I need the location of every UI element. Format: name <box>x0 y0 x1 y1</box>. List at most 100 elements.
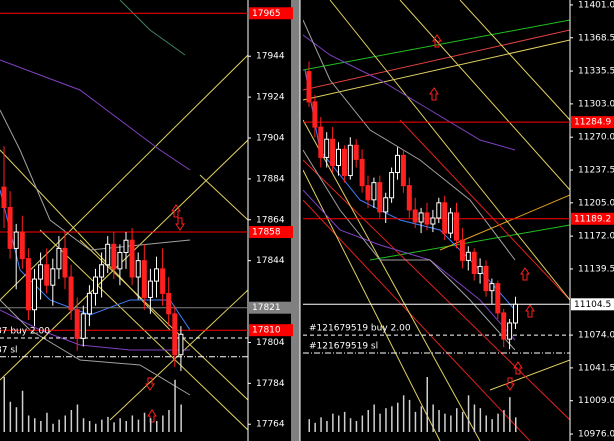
y-tick-label: 17784 <box>256 379 285 389</box>
band-line <box>0 299 191 396</box>
volume-bar <box>46 412 48 432</box>
fan-line <box>329 0 570 301</box>
ma-line <box>0 309 190 351</box>
level-label: 11104.5 <box>574 300 611 310</box>
volume-bar <box>119 418 121 432</box>
volume-bar <box>88 421 91 432</box>
volume-bar <box>461 411 464 432</box>
candle-body <box>359 158 365 187</box>
candle-body <box>477 265 483 275</box>
candle-body <box>123 239 129 253</box>
y-tick-label: 11401.0 <box>578 0 614 10</box>
level-label: 11284.9 <box>574 118 611 128</box>
candle-body <box>56 247 62 270</box>
y-tick-label: 17924 <box>256 93 285 103</box>
level-tag <box>249 7 293 20</box>
candle-body <box>395 154 400 174</box>
candle-body <box>377 182 383 213</box>
volume-bar <box>373 404 375 432</box>
ma-line <box>303 34 516 151</box>
volume-bar <box>361 415 364 432</box>
candle-body <box>1 186 7 209</box>
volume-bar <box>320 417 322 432</box>
candle-body <box>336 148 341 166</box>
ma-line <box>303 189 516 341</box>
candle-body <box>418 212 424 223</box>
candle-body <box>454 212 459 241</box>
volume-bar <box>3 377 5 432</box>
volume-bar <box>444 413 446 432</box>
candle-body <box>306 71 312 103</box>
candle-body <box>68 276 74 311</box>
candle-body <box>501 312 507 340</box>
level-label: 11189.2 <box>574 214 611 224</box>
volume-bar <box>156 421 158 432</box>
arrow-marker <box>429 34 535 391</box>
y-tick-label: 10976.0 <box>578 430 614 440</box>
volume-bar <box>467 395 470 432</box>
candle-body <box>400 154 406 187</box>
candle-body <box>32 278 37 311</box>
volume-bar <box>174 379 176 432</box>
volume-bar <box>379 413 381 432</box>
volume-bar <box>343 411 346 432</box>
y-tick-label: 17864 <box>256 215 285 225</box>
volume-bar <box>426 377 428 432</box>
trendline <box>0 54 248 301</box>
volume-bar <box>82 418 85 432</box>
candle-body <box>424 212 430 225</box>
volume-bar <box>473 404 476 432</box>
band-line <box>0 109 191 251</box>
level-label: 17965 <box>252 9 281 19</box>
volume-bar <box>349 418 352 432</box>
volume-bar <box>414 411 417 432</box>
volume-bar <box>180 404 182 432</box>
candle-body <box>135 260 141 278</box>
candle-body <box>19 231 25 260</box>
y-tick-label: 17804 <box>256 338 285 348</box>
trendline <box>369 224 570 261</box>
level-tag <box>571 298 614 311</box>
level-tag <box>249 324 293 337</box>
candle-body <box>105 243 111 266</box>
volume-bar <box>402 395 405 432</box>
candle-body <box>178 333 184 356</box>
arrow-marker <box>145 204 185 423</box>
candle-body <box>341 148 347 177</box>
level-tag <box>571 212 614 225</box>
volume-bar <box>149 418 152 432</box>
y-tick-label: 17884 <box>256 174 285 184</box>
trendline <box>303 19 570 71</box>
volume-bar <box>485 415 487 432</box>
level-tag <box>249 226 293 239</box>
level-label: 17821 <box>252 303 281 313</box>
candle-body <box>471 251 477 275</box>
trendline <box>489 359 570 391</box>
candle-body <box>154 268 159 282</box>
volume-bar <box>503 410 505 432</box>
volume-bar <box>397 402 399 432</box>
y-tick-label: 11074.0 <box>578 331 614 341</box>
ma-line <box>0 59 191 171</box>
channel-line <box>399 119 570 301</box>
candle-body <box>99 264 105 278</box>
y-tick-label: 17944 <box>256 52 285 62</box>
volume-bar <box>515 417 517 432</box>
band-line <box>303 149 516 351</box>
ma-line <box>119 0 186 56</box>
volume-bar <box>326 421 328 432</box>
candle-body <box>353 144 359 160</box>
volume-bar <box>131 415 134 432</box>
channel-line <box>303 159 570 421</box>
volume-bar <box>64 415 66 432</box>
volume-bar <box>497 413 499 432</box>
volume-bar <box>162 415 164 432</box>
candle-body <box>489 283 495 292</box>
candle-body <box>383 197 389 213</box>
volume-bar <box>308 419 310 432</box>
y-tick-label: 11041.5 <box>578 363 614 373</box>
trendline <box>0 139 248 381</box>
plot-area: #121679519 buy 2.00 #121679519 sl <box>303 61 570 432</box>
